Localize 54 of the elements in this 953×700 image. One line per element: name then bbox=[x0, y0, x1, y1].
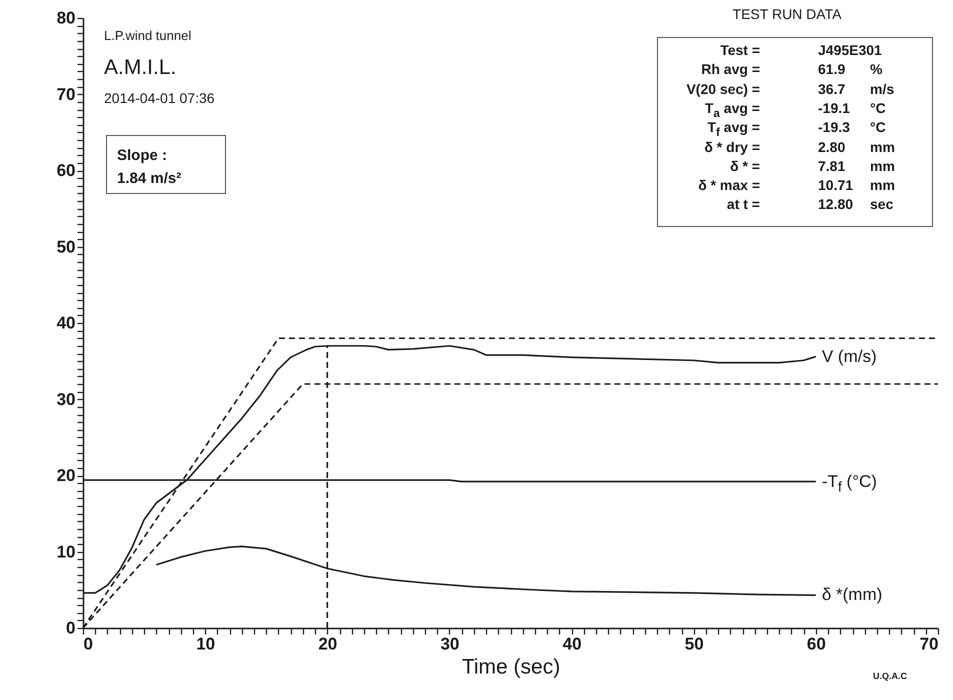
annotation: TEST RUN DATA bbox=[732, 6, 842, 22]
annotation: -19.1 bbox=[818, 100, 850, 116]
text: U.Q.A.C bbox=[872, 671, 908, 681]
annotation: 2014-04-01 07:36 bbox=[104, 90, 215, 106]
annotation: V(20 sec) = bbox=[686, 80, 760, 97]
annotation: 12.80 bbox=[818, 196, 854, 212]
series-label: -T$_{f}$ (°C) bbox=[822, 472, 877, 495]
annotation: Rh avg = bbox=[701, 61, 760, 78]
annotation: T$_{a}$ avg = bbox=[704, 100, 760, 120]
series-label: V (m/s) bbox=[822, 346, 877, 366]
annotation: sec bbox=[870, 196, 894, 212]
y-tick-label: 10 bbox=[56, 542, 76, 562]
y-tick-label: 30 bbox=[56, 390, 76, 409]
annotation: Test = bbox=[720, 42, 760, 58]
annotation: mm bbox=[870, 177, 895, 194]
annotation: Slope : bbox=[117, 147, 168, 164]
x-tick-label: 0 bbox=[84, 634, 93, 654]
annotation: mm bbox=[870, 138, 895, 154]
annotation: J495E301 bbox=[818, 42, 882, 58]
annotation: δ * max = bbox=[698, 177, 760, 194]
x-tick-label: 50 bbox=[684, 634, 704, 654]
annotation: °C bbox=[870, 100, 886, 116]
annotation: A.M.I.L. bbox=[104, 56, 176, 79]
annotation: L.P.wind tunnel bbox=[104, 28, 192, 43]
annotation: 7.81 bbox=[818, 158, 846, 174]
x-axis-title: Time (sec) bbox=[462, 656, 560, 678]
annotation: 36.7 bbox=[818, 80, 846, 97]
series-label: δ *(mm) bbox=[822, 585, 882, 604]
annotation: δ * dry = bbox=[704, 138, 760, 154]
y-tick-label: 60 bbox=[56, 161, 76, 180]
x-tick-label: 60 bbox=[806, 634, 826, 654]
y-tick-label: 0 bbox=[66, 618, 76, 638]
x-tick-label: 30 bbox=[440, 634, 460, 654]
annotation: °C bbox=[870, 119, 886, 136]
annotation: 10.71 bbox=[818, 177, 854, 194]
x-tick-label: 10 bbox=[196, 634, 216, 654]
y-tick-label: 20 bbox=[56, 466, 76, 485]
annotation: T$_{f}$ avg = bbox=[707, 119, 760, 139]
annotation: % bbox=[870, 61, 882, 78]
x-tick-label: 70 bbox=[920, 634, 938, 654]
annotation: 1.84 m/s² bbox=[117, 170, 182, 187]
annotation: 61.9 bbox=[818, 61, 846, 78]
annotation: 2.80 bbox=[818, 138, 846, 154]
y-tick-label: 40 bbox=[56, 314, 76, 332]
x-tick-label: 20 bbox=[318, 634, 338, 654]
x-tick-label: 40 bbox=[562, 634, 582, 654]
y-tick-label: 80 bbox=[56, 8, 76, 28]
annotation: -19.3 bbox=[818, 119, 850, 136]
annotation: m/s bbox=[870, 80, 894, 97]
y-tick-label: 70 bbox=[56, 84, 76, 104]
y-tick-label: 50 bbox=[56, 237, 76, 256]
annotation: at t = bbox=[726, 196, 760, 212]
annotation: δ * = bbox=[730, 158, 760, 174]
annotation: mm bbox=[870, 158, 895, 174]
